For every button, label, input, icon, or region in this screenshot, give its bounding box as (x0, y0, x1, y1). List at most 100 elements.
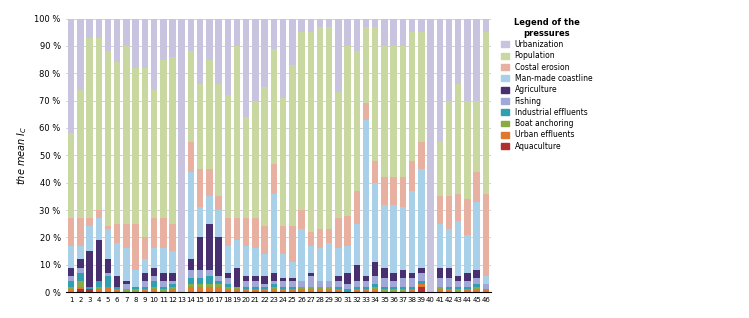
Bar (216, 84, 222, 197)
Bar (197, 238, 204, 270)
Bar (123, 289, 130, 292)
Bar (308, 18, 314, 32)
Bar (151, 267, 157, 276)
Bar (261, 226, 268, 254)
Bar (105, 273, 111, 276)
Bar (418, 281, 425, 284)
Bar (317, 248, 323, 281)
Bar (464, 235, 470, 273)
Bar (446, 100, 452, 197)
Bar (151, 90, 157, 218)
Bar (243, 276, 249, 281)
Bar (169, 57, 176, 224)
Bar (68, 276, 74, 281)
Bar (225, 273, 231, 279)
Bar (289, 289, 296, 292)
Bar (345, 289, 351, 292)
Bar (372, 18, 378, 27)
Bar (390, 273, 397, 281)
Bar (96, 240, 102, 281)
Bar (206, 169, 213, 197)
Bar (400, 46, 406, 177)
Bar (216, 276, 222, 281)
Legend: Urbanization, Population, Costal erosion, Man-made coastline, Agriculture, Fishi: Urbanization, Population, Costal erosion… (500, 17, 594, 152)
Bar (298, 287, 305, 289)
Bar (298, 289, 305, 292)
Bar (335, 248, 342, 276)
Bar (381, 289, 388, 292)
Bar (455, 18, 461, 84)
Bar (482, 18, 489, 32)
Bar (225, 279, 231, 284)
Bar (372, 161, 378, 183)
Bar (114, 243, 121, 276)
Bar (114, 224, 121, 243)
Bar (482, 194, 489, 276)
Bar (418, 284, 425, 287)
Bar (105, 276, 111, 287)
Bar (317, 229, 323, 248)
Bar (335, 289, 342, 292)
Bar (243, 281, 249, 287)
Bar (151, 218, 157, 248)
Bar (77, 287, 84, 289)
Bar (446, 229, 452, 267)
Bar (252, 18, 258, 100)
Bar (390, 204, 397, 273)
Bar (464, 18, 470, 100)
Bar (326, 243, 333, 281)
Bar (298, 229, 305, 281)
Bar (151, 289, 157, 292)
Bar (418, 267, 425, 273)
Bar (326, 281, 333, 287)
Bar (133, 270, 139, 287)
Bar (68, 267, 74, 276)
Bar (133, 68, 139, 224)
Bar (308, 32, 314, 232)
Bar (354, 281, 360, 287)
Bar (243, 289, 249, 292)
Bar (188, 284, 194, 287)
Bar (482, 284, 489, 289)
Bar (77, 267, 84, 273)
Bar (243, 117, 249, 218)
Bar (354, 224, 360, 265)
Bar (335, 276, 342, 281)
Bar (206, 59, 213, 169)
Bar (372, 287, 378, 289)
Bar (160, 281, 166, 287)
Bar (289, 18, 296, 65)
Bar (261, 289, 268, 292)
Bar (169, 289, 176, 292)
Bar (216, 281, 222, 284)
Bar (428, 18, 434, 292)
Bar (151, 276, 157, 281)
Bar (68, 245, 74, 267)
Bar (114, 276, 121, 287)
Bar (372, 276, 378, 284)
Bar (105, 18, 111, 51)
Bar (372, 289, 378, 292)
Bar (197, 207, 204, 238)
Bar (188, 279, 194, 284)
Bar (390, 289, 397, 292)
Bar (234, 218, 240, 240)
Bar (225, 95, 231, 218)
Bar (437, 18, 443, 142)
Bar (206, 224, 213, 270)
Bar (418, 169, 425, 267)
Bar (473, 279, 480, 284)
Bar (298, 32, 305, 210)
Bar (234, 267, 240, 287)
Bar (77, 245, 84, 259)
Bar (169, 281, 176, 284)
Bar (363, 276, 369, 281)
Bar (354, 287, 360, 289)
Bar (270, 163, 277, 194)
Bar (345, 284, 351, 289)
Bar (261, 18, 268, 87)
Bar (225, 18, 231, 95)
Bar (123, 18, 130, 46)
Bar (381, 267, 388, 279)
Bar (114, 287, 121, 289)
